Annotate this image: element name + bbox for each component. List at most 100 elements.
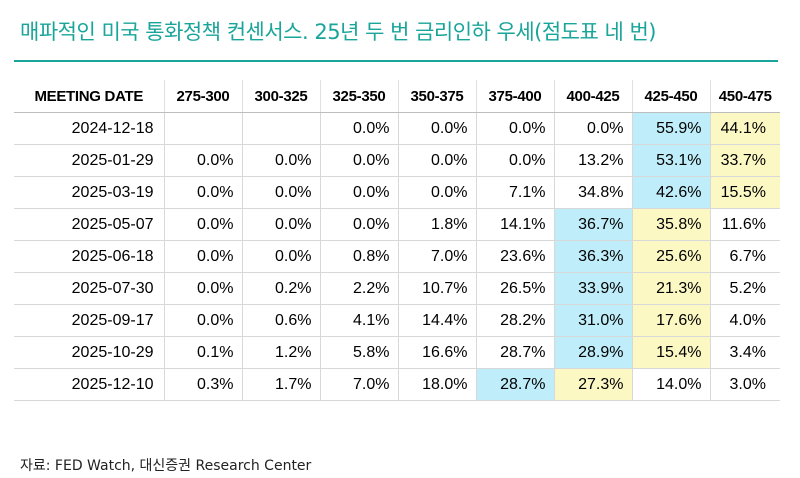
probability-cell: 7.1% — [476, 176, 555, 209]
probability-cell: 53.1% — [632, 144, 711, 177]
meeting-date-cell: 2025-01-29 — [14, 144, 165, 177]
meeting-date-cell: 2025-05-07 — [14, 208, 165, 241]
probability-cell: 1.8% — [398, 208, 477, 241]
probability-cell: 16.6% — [398, 336, 477, 369]
table-row: 2025-07-30 0.0% 0.2% 2.2% 10.7% 26.5% 33.9% 21.… — [14, 272, 780, 305]
probability-cell: 0.0% — [242, 144, 321, 177]
probability-cell — [242, 112, 321, 145]
probability-cell: 0.0% — [320, 144, 399, 177]
probability-cell: 14.1% — [476, 208, 555, 241]
probability-cell: 0.2% — [242, 272, 321, 305]
probability-cell: 0.0% — [164, 144, 243, 177]
probability-cell: 25.6% — [632, 240, 711, 273]
probability-cell: 0.0% — [242, 176, 321, 209]
probability-cell: 14.4% — [398, 304, 477, 337]
probability-cell: 23.6% — [476, 240, 555, 273]
probability-cell: 5.8% — [320, 336, 399, 369]
probability-cell: 33.7% — [710, 144, 780, 177]
table-row: 2025-10-29 0.1% 1.2% 5.8% 16.6% 28.7% 28.9% 15.… — [14, 336, 780, 369]
probability-cell: 34.8% — [554, 176, 633, 209]
header-meeting-date: MEETING DATE — [14, 80, 165, 113]
probability-cell: 1.7% — [242, 368, 321, 401]
table-row: 2025-09-17 0.0% 0.6% 4.1% 14.4% 28.2% 31.0% 17.… — [14, 304, 780, 337]
probability-cell: 33.9% — [554, 272, 633, 305]
probability-cell: 3.4% — [710, 336, 780, 369]
probability-cell: 21.3% — [632, 272, 711, 305]
probability-cell: 36.3% — [554, 240, 633, 273]
probability-cell: 0.0% — [398, 112, 477, 145]
probability-cell: 5.2% — [710, 272, 780, 305]
probability-cell: 2.2% — [320, 272, 399, 305]
header-325-350: 325-350 — [320, 80, 399, 113]
probability-cell: 7.0% — [398, 240, 477, 273]
probability-cell: 28.7% — [476, 368, 555, 401]
probability-cell: 35.8% — [632, 208, 711, 241]
probability-cell: 18.0% — [398, 368, 477, 401]
table-row: 2025-03-19 0.0% 0.0% 0.0% 0.0% 7.1% 34.8% 42.6%… — [14, 176, 780, 209]
meeting-date-cell: 2025-12-10 — [14, 368, 165, 401]
probability-cell: 42.6% — [632, 176, 711, 209]
probability-cell: 0.1% — [164, 336, 243, 369]
probability-cell: 13.2% — [554, 144, 633, 177]
probability-cell — [164, 112, 243, 145]
probability-cell: 6.7% — [710, 240, 780, 273]
probability-cell: 55.9% — [632, 112, 711, 145]
meeting-date-cell: 2025-07-30 — [14, 272, 165, 305]
probability-cell: 0.0% — [164, 304, 243, 337]
probability-cell: 0.0% — [320, 176, 399, 209]
probability-cell: 0.0% — [164, 208, 243, 241]
probability-cell: 26.5% — [476, 272, 555, 305]
meeting-date-cell: 2025-09-17 — [14, 304, 165, 337]
table-row: 2024-12-18 0.0% 0.0% 0.0% 0.0% 55.9% 44.1% — [14, 112, 780, 145]
page-title: 매파적인 미국 통화정책 컨센서스. 25년 두 번 금리인하 우세(점도표 네… — [20, 20, 657, 44]
probability-cell: 11.6% — [710, 208, 780, 241]
probability-cell: 0.0% — [398, 176, 477, 209]
probability-cell: 0.0% — [242, 208, 321, 241]
header-375-400: 375-400 — [476, 80, 555, 113]
probability-cell: 3.0% — [710, 368, 780, 401]
header-300-325: 300-325 — [242, 80, 321, 113]
table-row: 2025-01-29 0.0% 0.0% 0.0% 0.0% 0.0% 13.2% 53.1%… — [14, 144, 780, 177]
probability-cell: 0.0% — [476, 112, 555, 145]
table-row: 2025-05-07 0.0% 0.0% 0.0% 1.8% 14.1% 36.7% 35.8… — [14, 208, 780, 241]
probability-cell: 14.0% — [632, 368, 711, 401]
probability-cell: 0.0% — [554, 112, 633, 145]
header-400-425: 400-425 — [554, 80, 633, 113]
probability-cell: 0.0% — [164, 176, 243, 209]
probability-cell: 28.2% — [476, 304, 555, 337]
probability-cell: 0.0% — [242, 240, 321, 273]
probability-cell: 0.0% — [398, 144, 477, 177]
probability-cell: 0.0% — [476, 144, 555, 177]
table-row: 2025-06-18 0.0% 0.0% 0.8% 7.0% 23.6% 36.3% 25.6… — [14, 240, 780, 273]
probability-cell: 36.7% — [554, 208, 633, 241]
probability-cell: 27.3% — [554, 368, 633, 401]
meeting-date-cell: 2025-06-18 — [14, 240, 165, 273]
meeting-date-cell: 2025-03-19 — [14, 176, 165, 209]
probability-cell: 28.7% — [476, 336, 555, 369]
probability-cell: 7.0% — [320, 368, 399, 401]
title-divider — [14, 60, 778, 62]
probability-cell: 4.1% — [320, 304, 399, 337]
probability-cell: 0.0% — [164, 272, 243, 305]
rate-probability-table: MEETING DATE 275-300 300-325 325-350 350… — [14, 80, 780, 401]
probability-cell: 4.0% — [710, 304, 780, 337]
probability-cell: 1.2% — [242, 336, 321, 369]
probability-cell: 31.0% — [554, 304, 633, 337]
header-425-450: 425-450 — [632, 80, 711, 113]
header-275-300: 275-300 — [164, 80, 243, 113]
header-450-475: 450-475 — [710, 80, 780, 113]
table-header-row: MEETING DATE 275-300 300-325 325-350 350… — [14, 80, 780, 113]
probability-cell: 15.5% — [710, 176, 780, 209]
probability-cell: 15.4% — [632, 336, 711, 369]
probability-cell: 28.9% — [554, 336, 633, 369]
probability-cell: 44.1% — [710, 112, 780, 145]
probability-cell: 0.0% — [164, 240, 243, 273]
probability-cell: 0.3% — [164, 368, 243, 401]
table-row: 2025-12-10 0.3% 1.7% 7.0% 18.0% 28.7% 27.3% 14.… — [14, 368, 780, 401]
probability-cell: 10.7% — [398, 272, 477, 305]
probability-cell: 0.0% — [320, 208, 399, 241]
meeting-date-cell: 2024-12-18 — [14, 112, 165, 145]
probability-cell: 0.6% — [242, 304, 321, 337]
meeting-date-cell: 2025-10-29 — [14, 336, 165, 369]
probability-cell: 0.0% — [320, 112, 399, 145]
